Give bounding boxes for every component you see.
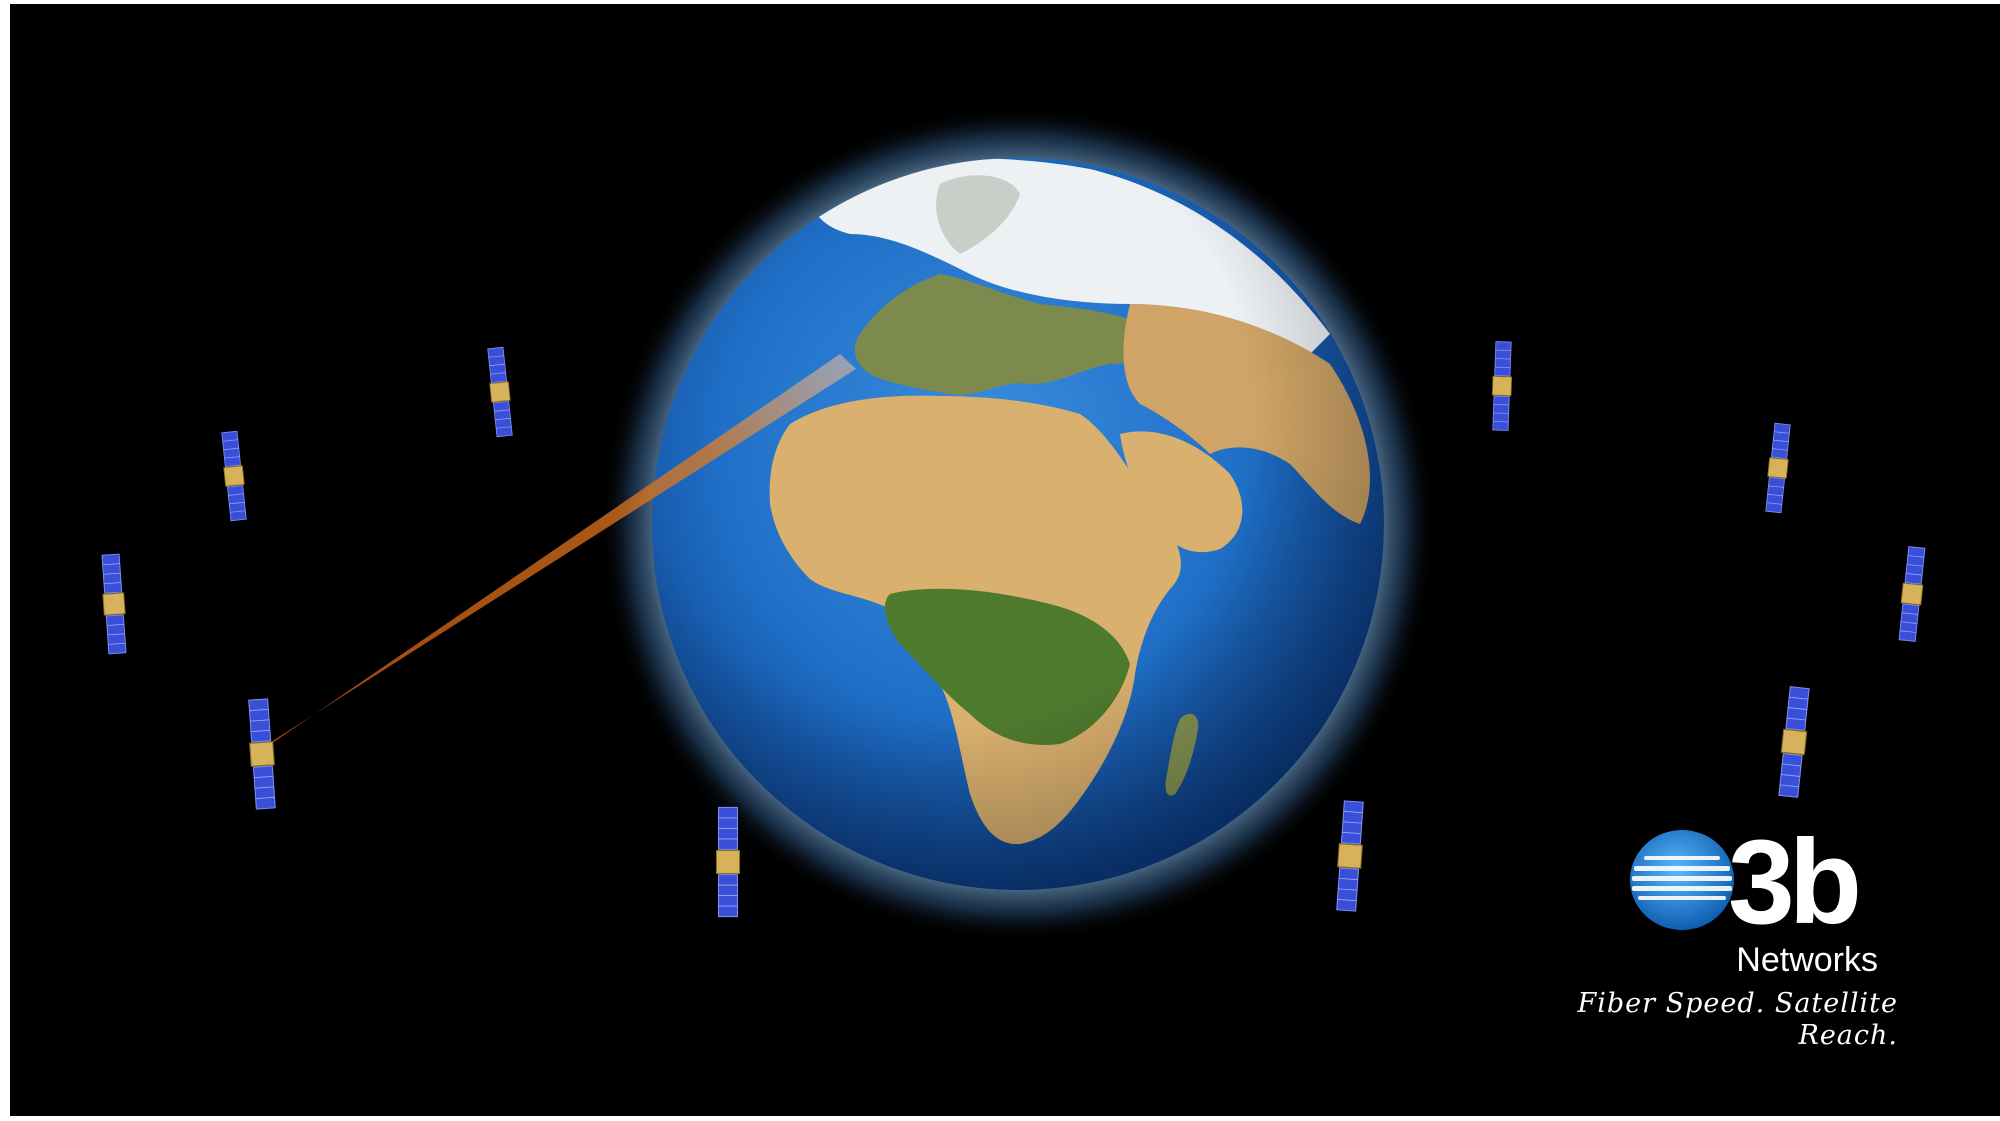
panel-grid-line [255,796,275,800]
panel-grid-line [1789,696,1809,700]
panel-grid-line [490,372,506,375]
satellite-body [1780,728,1808,756]
satellite [248,698,276,810]
panel-grid-line [1773,439,1789,443]
satellite [1765,422,1791,514]
satellite-body [223,465,245,487]
satellite [1898,546,1926,642]
panel-grid-line [495,417,511,421]
panel-grid-line [1781,774,1800,777]
satellite [1778,686,1810,798]
panel-grid-line [496,426,512,429]
panel-grid-line [230,510,246,513]
satellite [487,346,513,438]
panel-grid-line [250,719,270,722]
satellite-body [489,381,511,403]
brand-logo-3b: 3b [1728,815,1862,949]
panel-grid-line [229,501,245,505]
panel-grid-line [224,456,240,459]
panel-grid-line [1782,763,1802,767]
satellite [101,553,127,655]
panel-grid-line [1774,431,1790,434]
satellite-body [1900,582,1924,606]
panel-grid-line [250,729,270,733]
panel-grid-line [254,775,274,779]
panel-grid-line [1338,877,1358,881]
panel-grid-line [1900,621,1918,624]
earth-globe [652,158,1384,890]
satellite-body [1491,375,1513,397]
panel-grid-line [1768,485,1784,488]
panel-grid-line [249,708,269,712]
satellite-body [1337,843,1363,869]
panel-grid-line [1338,888,1358,891]
panel-grid-line [488,355,504,358]
panel-grid-line [1786,717,1806,721]
panel-grid-line [222,439,238,442]
panel-grid-line [1343,810,1363,814]
panel-grid-line [1779,784,1799,788]
satellite-body [249,741,275,767]
panel-grid-line [254,786,274,789]
space-scene [101,106,1926,942]
panel-grid-line [1788,707,1807,710]
satellite [1336,800,1364,912]
panel-grid-line [1337,898,1357,902]
panel-grid-line [223,447,239,451]
panel-grid-line [1342,831,1362,835]
signal-beam [268,354,856,746]
panel-grid-line [1901,612,1919,615]
panel-grid-line [1772,448,1788,451]
panel-grid-line [107,633,125,636]
satellite-body [1767,457,1789,479]
satellite-constellation [101,341,1926,918]
panel-grid-line [1495,358,1511,360]
panel-grid-line [1907,555,1925,558]
panel-grid-line [1905,573,1923,576]
panel-grid-line [1494,366,1511,368]
panel-grid-line [228,493,244,496]
panel-grid-line [1495,349,1511,351]
panel-grid-line [103,572,121,575]
panel-grid-line [103,582,122,585]
panel-grid-line [1493,404,1510,406]
panel-grid-line [494,409,510,412]
panel-grid-line [1906,564,1924,567]
panel-grid-line [1766,502,1782,505]
panel-grid-line [1767,493,1783,497]
panel-grid-line [489,363,505,367]
brand-logo-mark [1630,830,1734,930]
satellite-body [102,592,126,616]
panel-grid-line [1493,421,1509,423]
panel-grid-line [106,623,125,626]
brand-tagline: Fiber Speed. Satellite Reach. [1577,988,1898,1051]
satellite [715,806,741,918]
panel-grid-line [102,563,120,566]
panel-grid-line [1342,821,1362,824]
panel-grid-line [1493,412,1509,414]
satellite-body [715,849,741,875]
brand-name: Networks [1736,941,1878,979]
satellite [221,430,247,522]
panel-grid-line [108,642,126,645]
panel-grid-line [1899,630,1917,633]
video-frame: 3b Networks Fiber Speed. Satellite Reach… [10,4,2000,1116]
satellite [1491,341,1513,431]
